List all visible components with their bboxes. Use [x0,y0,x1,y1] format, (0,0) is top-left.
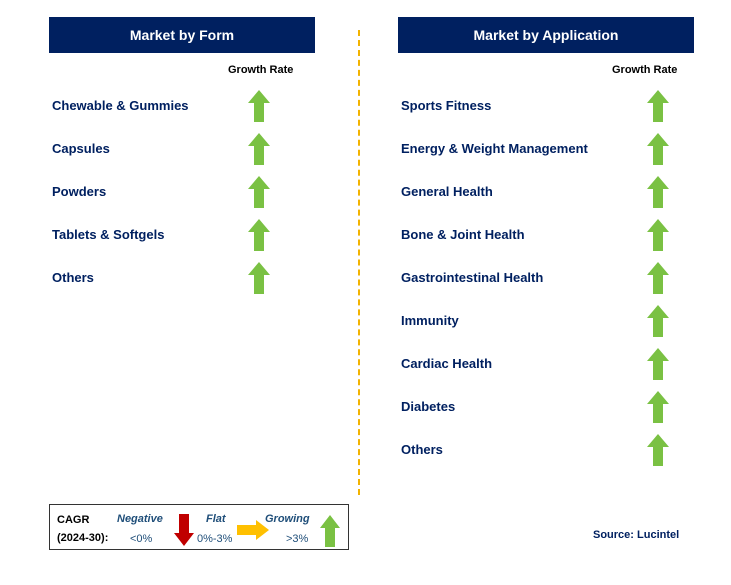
column-divider [358,30,360,495]
form-item: Tablets & Softgels [52,219,282,251]
cagr-legend: CAGR (2024-30): Negative <0% Flat 0%-3% … [49,504,349,550]
growth-up-arrow-icon [248,219,270,251]
application-item-label: Gastrointestinal Health [401,270,544,285]
form-item: Capsules [52,133,282,165]
form-item-label: Capsules [52,141,110,156]
growth-up-arrow-icon [647,348,669,380]
growth-up-arrow-icon [248,90,270,122]
legend-period: (2024-30): [57,532,109,544]
growth-up-arrow-icon [248,176,270,208]
application-item-label: Diabetes [401,399,456,414]
application-item: Others [401,434,681,466]
legend-cagr-label: CAGR [57,514,90,526]
form-item: Chewable & Gummies [52,90,282,122]
form-item-label: Chewable & Gummies [52,98,189,113]
growth-up-arrow-icon [248,262,270,294]
legend-growing-value: >3% [286,533,309,545]
growth-up-arrow-icon [647,176,669,208]
legend-growing-label: Growing [265,513,310,525]
growth-up-arrow-icon [647,219,669,251]
application-item: Cardiac Health [401,348,681,380]
application-item-label: Bone & Joint Health [401,227,525,242]
form-item-label: Tablets & Softgels [52,227,165,242]
application-item-label: Immunity [401,313,459,328]
growth-up-arrow-icon [248,133,270,165]
legend-negative-label: Negative [117,513,163,525]
legend-flat-label: Flat [206,513,226,525]
growth-up-arrow-icon [647,90,669,122]
right-arrow-icon [237,520,269,540]
form-header: Market by Form [49,17,315,53]
legend-flat-value: 0%-3% [197,533,233,545]
application-item: Diabetes [401,391,681,423]
growth-up-arrow-icon [647,305,669,337]
up-arrow-icon [320,515,340,547]
form-item: Powders [52,176,282,208]
form-item-label: Powders [52,184,107,199]
growth-up-arrow-icon [647,133,669,165]
application-item-label: General Health [401,184,493,199]
application-item-label: Energy & Weight Management [401,141,588,156]
down-arrow-icon [174,514,194,546]
growth-up-arrow-icon [647,434,669,466]
source-note: Source: Lucintel [593,529,680,541]
application-item-label: Others [401,442,443,457]
application-item-label: Cardiac Health [401,356,493,371]
form-title: Market by Form [129,27,235,43]
application-growth-rate-label: Growth Rate [612,64,678,76]
application-item: Bone & Joint Health [401,219,681,251]
form-item-label: Others [52,270,94,285]
application-item: General Health [401,176,681,208]
application-header: Market by Application [398,17,694,53]
form-item: Others [52,262,282,294]
application-item-label: Sports Fitness [401,98,492,113]
application-title: Market by Application [473,27,619,43]
growth-up-arrow-icon [647,391,669,423]
application-item: Immunity [401,305,681,337]
application-item: Sports Fitness [401,90,681,122]
application-item: Energy & Weight Management [401,133,681,165]
legend-negative-value: <0% [130,533,153,545]
growth-up-arrow-icon [647,262,669,294]
application-item: Gastrointestinal Health [401,262,681,294]
form-growth-rate-label: Growth Rate [228,64,294,76]
